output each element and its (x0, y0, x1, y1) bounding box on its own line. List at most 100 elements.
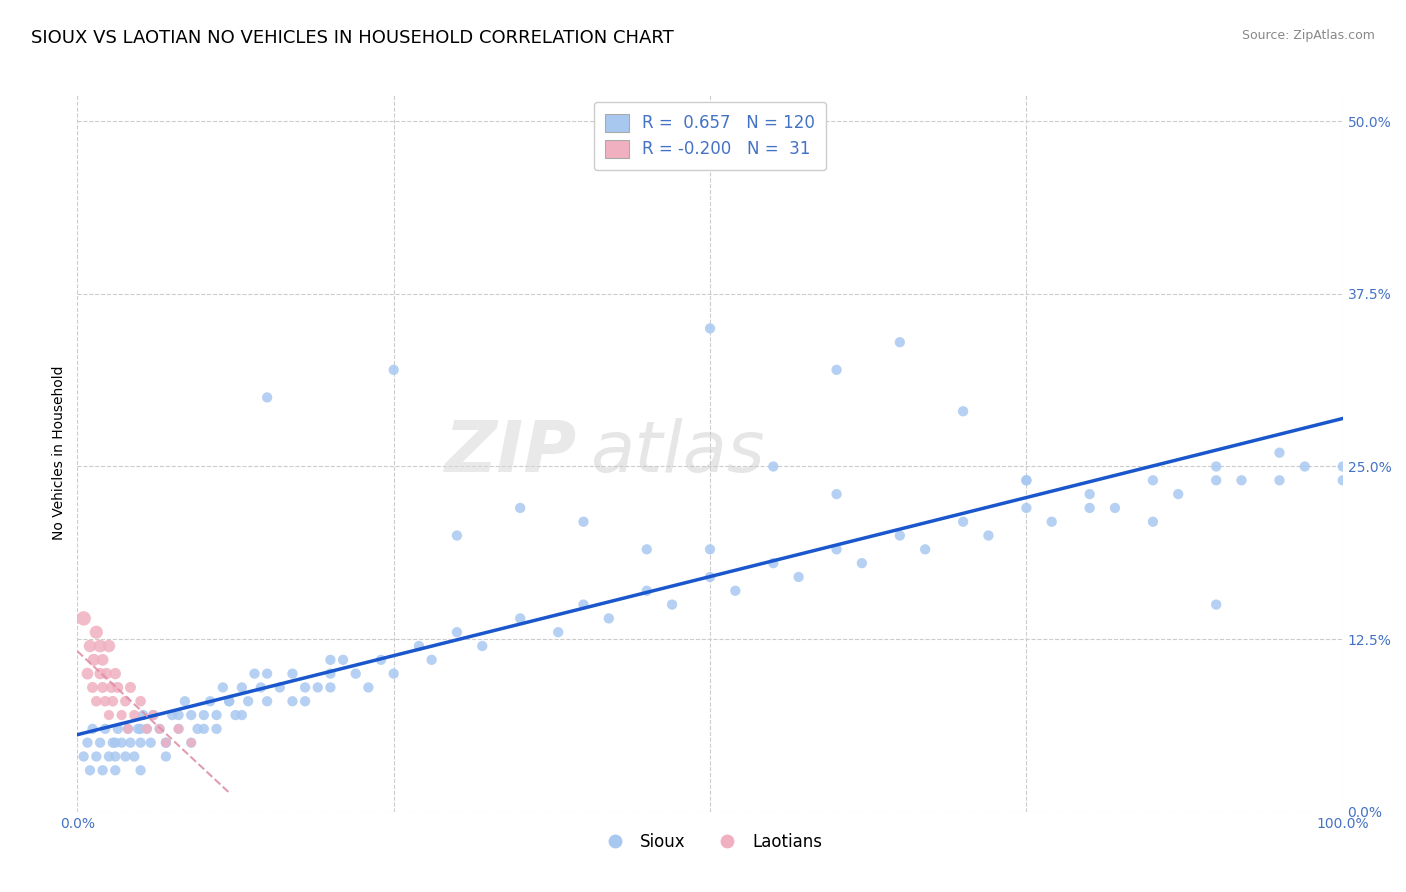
Point (1015, 473, 1038, 487)
Point (114, 749, 136, 764)
Point (200, 694, 222, 708)
Point (83, 653, 105, 667)
Point (471, 639, 494, 653)
Point (180, 736, 202, 750)
Point (509, 611, 531, 625)
Point (699, 542, 721, 557)
Point (162, 708, 183, 723)
Point (167, 722, 190, 736)
Point (155, 736, 177, 750)
Point (96, 666, 118, 681)
Point (509, 500, 531, 515)
Point (132, 708, 155, 723)
Point (111, 708, 132, 723)
Point (104, 749, 127, 764)
Point (107, 722, 129, 736)
Point (101, 694, 124, 708)
Text: ZIP: ZIP (444, 418, 578, 487)
Point (218, 694, 240, 708)
Point (446, 528, 468, 542)
Point (1230, 473, 1253, 487)
Point (256, 391, 278, 405)
Point (98, 749, 120, 764)
Point (129, 736, 152, 750)
Point (211, 681, 233, 695)
Point (79, 764, 101, 778)
Point (225, 708, 247, 723)
Point (1078, 487, 1101, 501)
Point (193, 722, 215, 736)
Point (1040, 515, 1063, 529)
Point (825, 363, 848, 377)
Point (446, 625, 468, 640)
Point (1015, 473, 1038, 487)
Point (547, 625, 569, 640)
Point (98, 639, 120, 653)
Point (86, 625, 108, 640)
Point (977, 528, 1000, 542)
Point (117, 722, 139, 736)
Point (193, 708, 215, 723)
Point (370, 653, 392, 667)
Text: SIOUX VS LAOTIAN NO VEHICLES IN HOUSEHOLD CORRELATION CHART: SIOUX VS LAOTIAN NO VEHICLES IN HOUSEHOL… (31, 29, 673, 46)
Point (174, 694, 197, 708)
Legend: Sioux, Laotians: Sioux, Laotians (592, 826, 828, 857)
Point (243, 666, 266, 681)
Point (98, 708, 120, 723)
Point (1078, 500, 1101, 515)
Point (82, 722, 104, 736)
Point (180, 736, 202, 750)
Point (281, 694, 304, 708)
Point (294, 694, 316, 708)
Point (256, 666, 278, 681)
Point (238, 694, 260, 708)
Point (100, 681, 122, 695)
Point (79, 639, 101, 653)
Point (825, 542, 848, 557)
Point (104, 764, 127, 778)
Point (101, 736, 124, 750)
Point (167, 708, 190, 723)
Point (89, 639, 111, 653)
Point (1294, 459, 1316, 474)
Point (636, 542, 658, 557)
Point (661, 598, 683, 612)
Point (94, 694, 117, 708)
Point (149, 722, 172, 736)
Point (952, 515, 974, 529)
Point (129, 722, 152, 736)
Point (889, 335, 911, 350)
Point (636, 583, 658, 598)
Point (82, 681, 104, 695)
Point (129, 694, 152, 708)
Point (120, 736, 142, 750)
Point (107, 681, 129, 695)
Point (762, 459, 785, 474)
Point (136, 722, 159, 736)
Point (250, 681, 273, 695)
Point (1205, 598, 1227, 612)
Point (332, 653, 354, 667)
Point (124, 708, 146, 723)
Point (142, 708, 165, 723)
Point (281, 666, 304, 681)
Point (1331, 459, 1354, 474)
Point (1142, 515, 1164, 529)
Point (889, 528, 911, 542)
Point (91, 681, 114, 695)
Point (167, 722, 190, 736)
Point (218, 694, 240, 708)
Point (382, 363, 405, 377)
Point (269, 681, 291, 695)
Point (787, 570, 810, 584)
Point (762, 556, 785, 570)
Point (952, 404, 974, 418)
Point (572, 598, 595, 612)
Point (89, 736, 111, 750)
Point (382, 666, 405, 681)
Point (307, 681, 329, 695)
Point (104, 666, 127, 681)
Point (76, 736, 98, 750)
Point (155, 736, 177, 750)
Point (344, 666, 367, 681)
